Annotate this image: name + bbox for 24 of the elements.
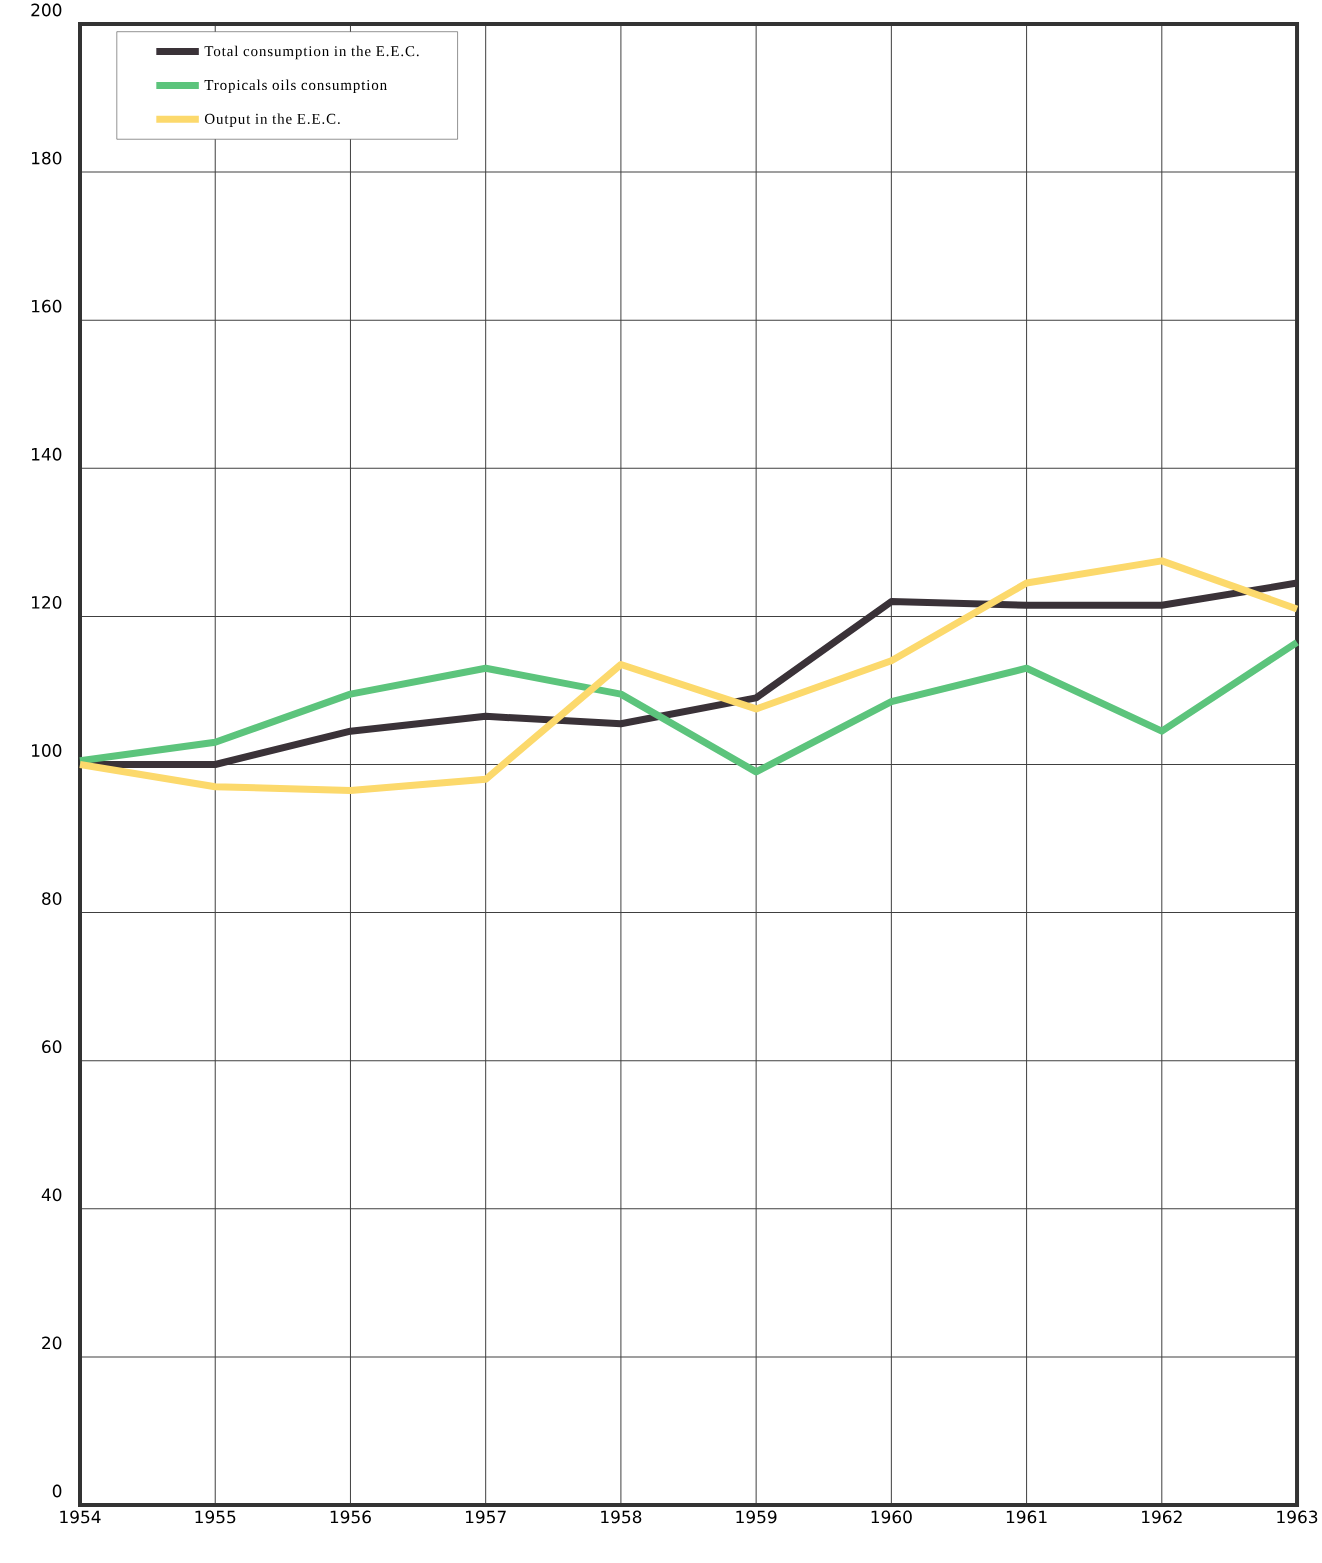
y-tick-label: 60	[42, 1040, 62, 1054]
x-tick-label: 1954	[60, 1510, 101, 1524]
y-tick-label: 160	[32, 299, 62, 313]
x-tick-label: 1958	[601, 1510, 642, 1524]
y-tick-label: 140	[32, 447, 62, 461]
y-tick-label: 0	[52, 1484, 62, 1498]
y-tick-label: 100	[32, 744, 62, 757]
x-tick-label: 1962	[1142, 1510, 1182, 1524]
y-tick-label: 20	[42, 1336, 62, 1350]
x-tick-label: 1963	[1277, 1510, 1318, 1524]
x-tick-label: 1957	[466, 1510, 506, 1524]
x-tick-label: 1960	[871, 1510, 912, 1524]
y-tick-label: 180	[32, 151, 62, 165]
x-tick-label: 1955	[195, 1510, 236, 1524]
y-tick-label: 200	[31, 3, 62, 17]
y-tick-label: 120	[32, 595, 62, 609]
y-tick-label: 80	[42, 892, 62, 905]
legend-label: Total consumption in the E.E.C.	[204, 45, 419, 60]
legend-label: Output in the E.E.C.	[204, 113, 340, 127]
legend-label: Tropicals oils consumption	[204, 79, 387, 94]
y-tick-label: 40	[41, 1188, 62, 1202]
x-tick-label: 1961	[1006, 1510, 1047, 1524]
x-tick-label: 1959	[736, 1510, 777, 1524]
x-tick-label: 1956	[330, 1510, 371, 1524]
